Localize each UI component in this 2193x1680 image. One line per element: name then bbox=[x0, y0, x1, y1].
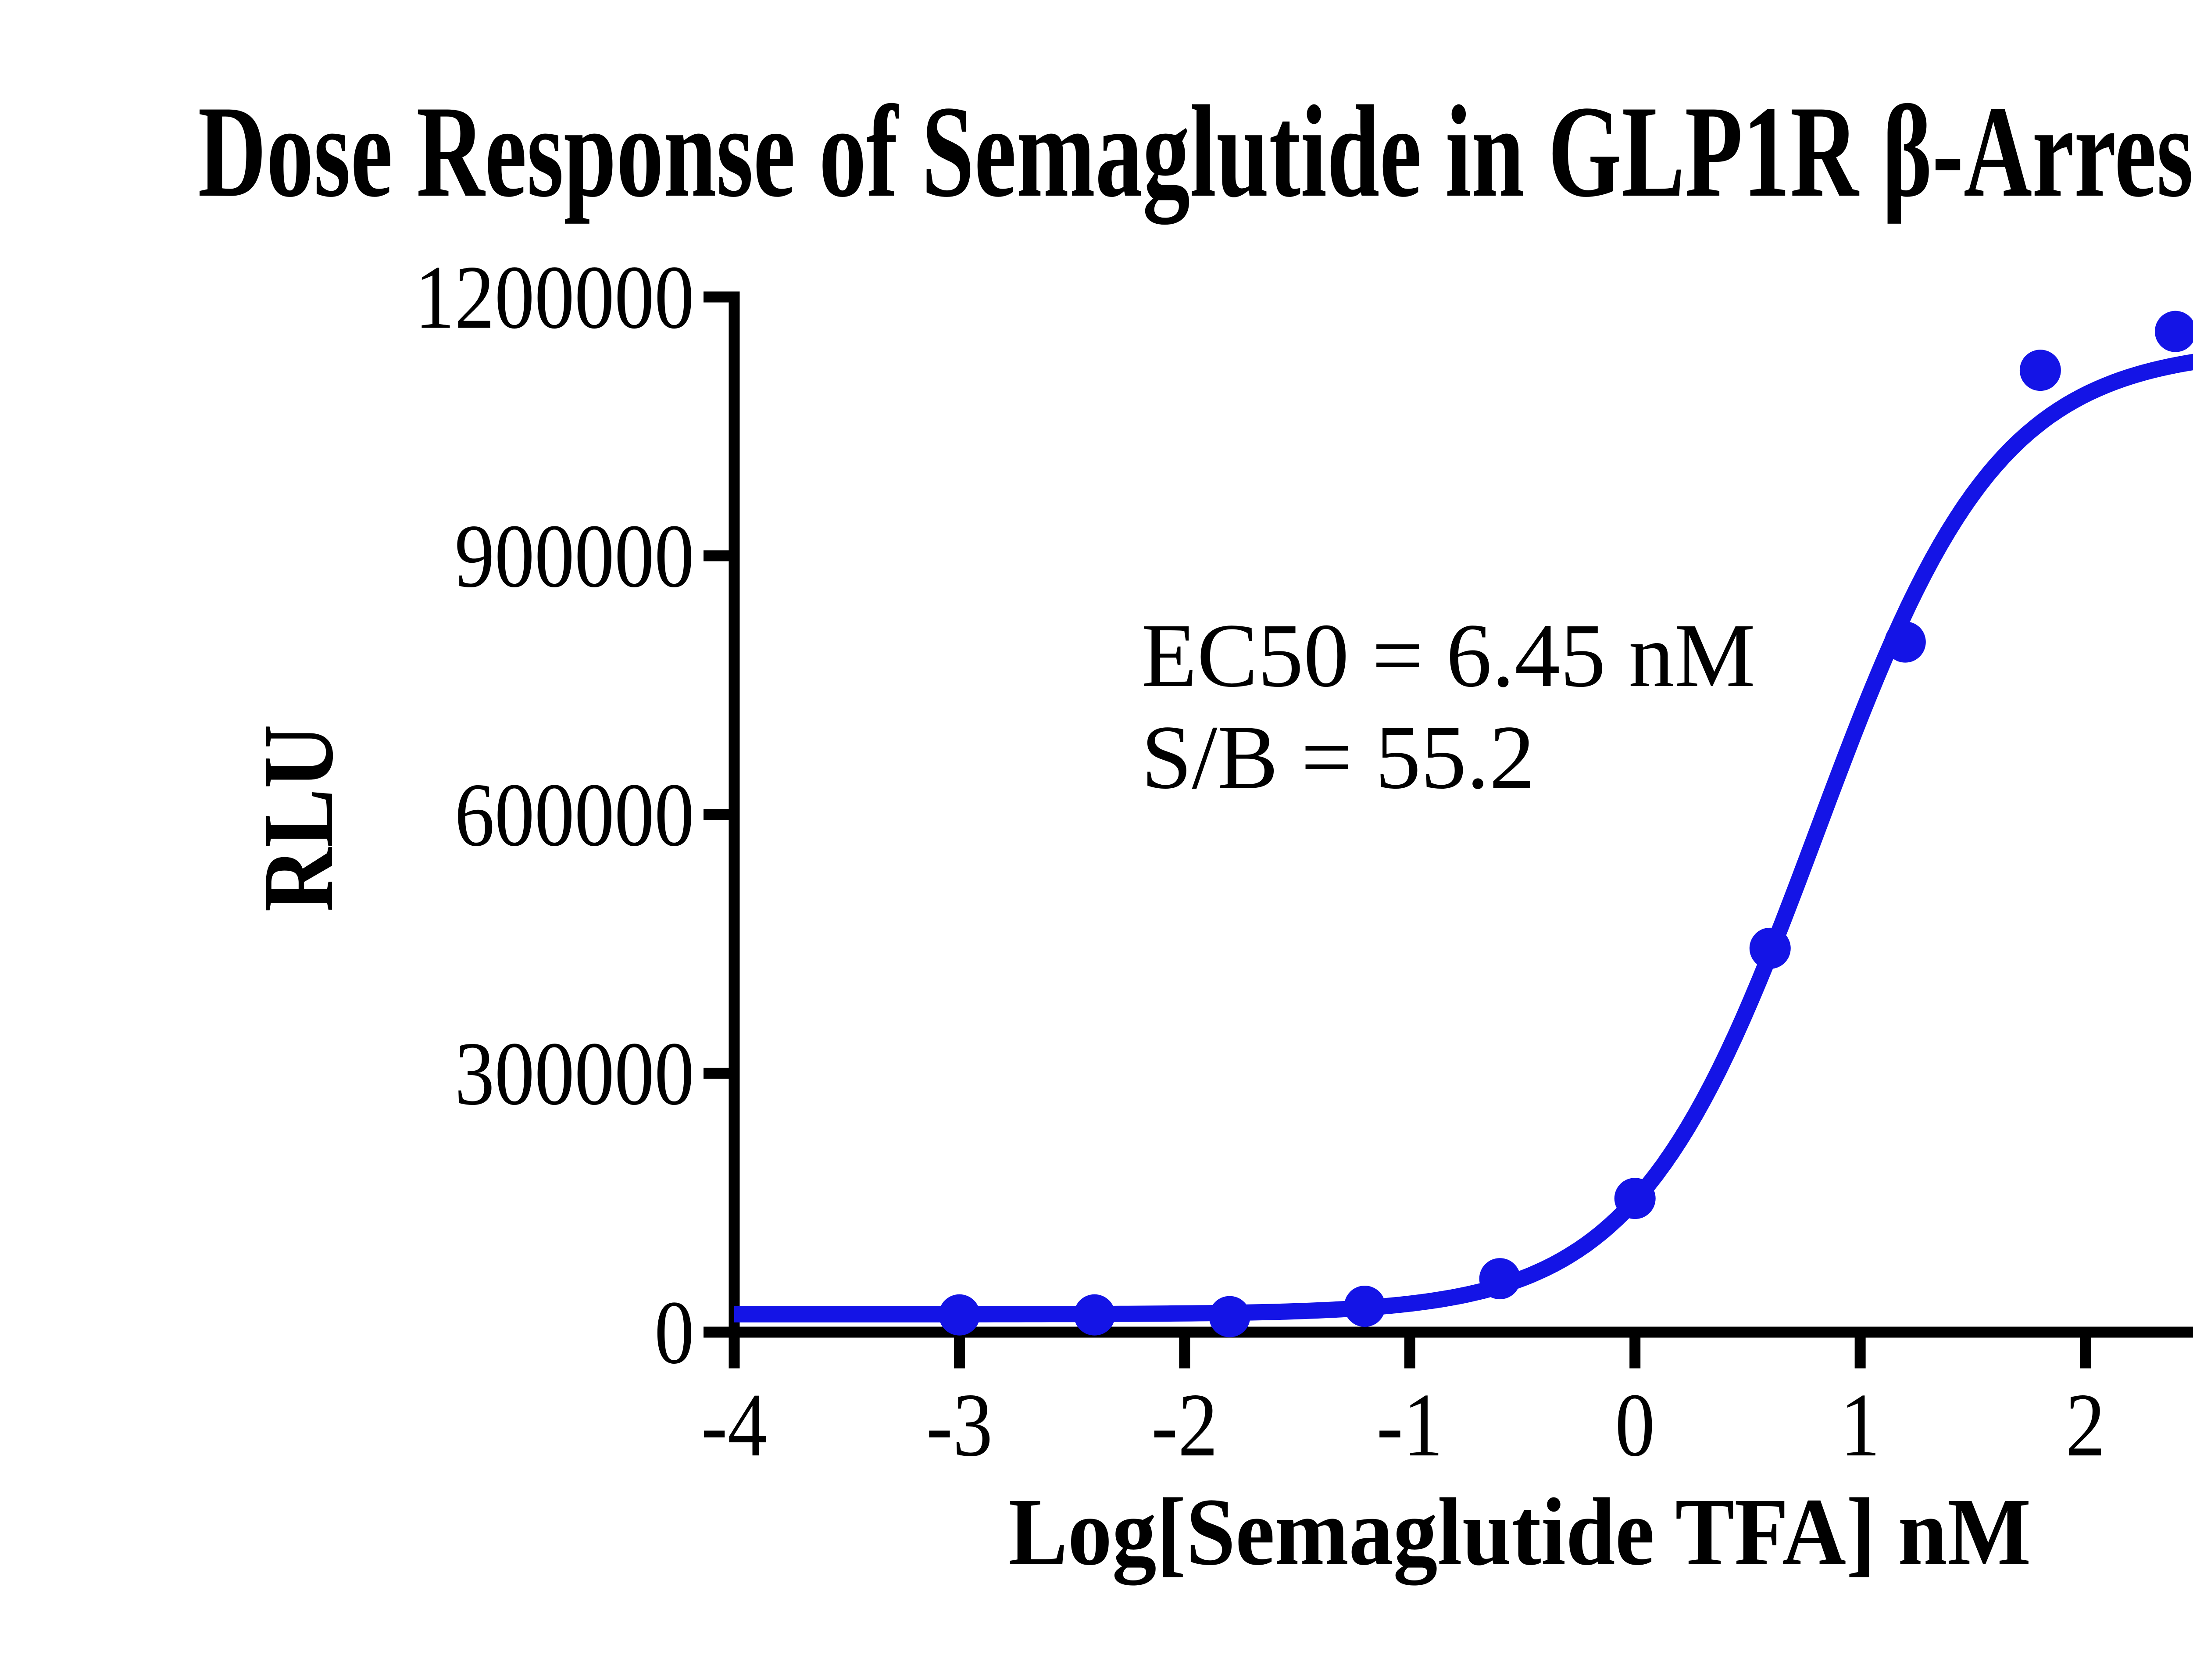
data-point bbox=[1479, 1258, 1521, 1300]
signal-to-background-text: S/B = 55.2 bbox=[1141, 707, 1535, 808]
x-tick-label: -1 bbox=[1376, 1375, 1443, 1475]
x-tick-label: -3 bbox=[926, 1375, 993, 1475]
data-point bbox=[1884, 621, 1926, 663]
y-tick-label: 1200000 bbox=[414, 247, 694, 347]
data-point bbox=[2154, 311, 2193, 352]
x-tick-label: 0 bbox=[1615, 1375, 1655, 1475]
x-tick-label: 1 bbox=[1840, 1375, 1880, 1475]
y-tick-label: 300000 bbox=[455, 1023, 694, 1124]
fit-annotation: EC50 = 6.45 nM S/B = 55.2 bbox=[1141, 604, 1755, 808]
y-tick-label: 0 bbox=[654, 1282, 694, 1383]
data-point bbox=[1074, 1294, 1115, 1336]
x-axis-title: Log[Semaglutide TFA] nM bbox=[1008, 1478, 2031, 1585]
data-point bbox=[1344, 1286, 1386, 1327]
data-point bbox=[939, 1294, 980, 1336]
x-tick-label: 2 bbox=[2065, 1375, 2105, 1475]
fit-curve bbox=[734, 354, 2193, 1323]
y-tick-label: 900000 bbox=[455, 506, 694, 606]
y-tick-label: 600000 bbox=[455, 765, 694, 865]
ec50-text: EC50 = 6.45 nM bbox=[1141, 605, 1756, 706]
data-point bbox=[2019, 350, 2061, 391]
x-tick-label: -4 bbox=[701, 1375, 768, 1475]
data-point bbox=[1209, 1296, 1250, 1337]
data-point bbox=[1749, 927, 1791, 969]
x-tick-label: -2 bbox=[1151, 1375, 1218, 1475]
data-point bbox=[1614, 1178, 1656, 1219]
chart-title: Dose Response of Semaglutide in GLP1R β-… bbox=[198, 79, 2193, 224]
